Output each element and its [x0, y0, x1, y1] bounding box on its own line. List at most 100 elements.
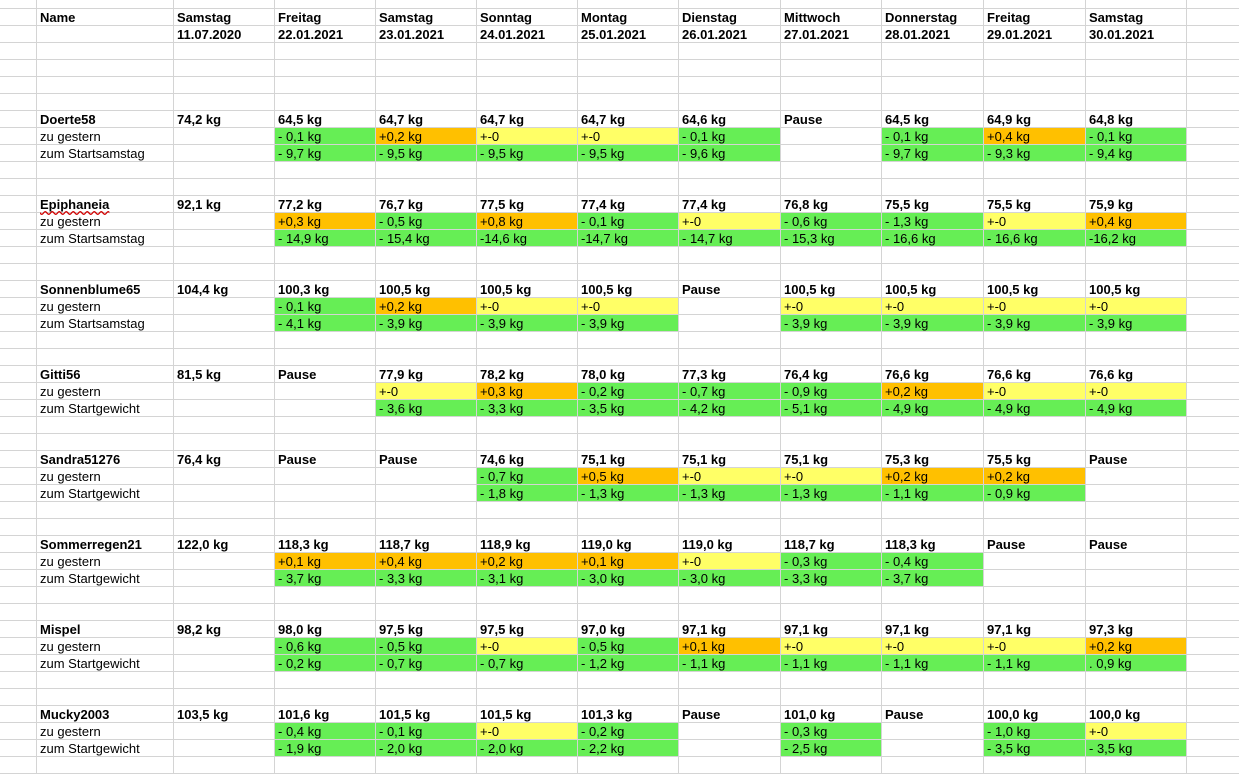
- weight-cell[interactable]: Pause: [987, 537, 1026, 552]
- row-label-cell[interactable]: zum Startgewicht: [40, 741, 140, 756]
- diff-cell[interactable]: +0,3 kg: [477, 383, 577, 399]
- row-label-cell[interactable]: zum Startgewicht: [40, 571, 140, 586]
- start-diff-cell[interactable]: - 1,1 kg: [882, 655, 983, 671]
- start-diff-cell[interactable]: - 1,1 kg: [781, 655, 881, 671]
- header-date-cell[interactable]: 27.01.2021: [784, 27, 850, 42]
- weight-cell[interactable]: 75,3 kg: [885, 452, 930, 467]
- start-diff-cell[interactable]: [275, 485, 375, 501]
- weight-cell[interactable]: 74,2 kg: [177, 112, 222, 127]
- header-day-cell[interactable]: Freitag: [987, 10, 1031, 25]
- row-label-cell[interactable]: zum Startgewicht: [40, 656, 140, 671]
- diff-cell[interactable]: - 0,7 kg: [679, 383, 780, 399]
- row-label-cell[interactable]: zu gestern: [40, 554, 101, 569]
- start-diff-cell[interactable]: -16,2 kg: [1086, 230, 1186, 246]
- diff-cell[interactable]: - 0,2 kg: [578, 383, 678, 399]
- diff-cell[interactable]: [174, 553, 274, 569]
- diff-cell[interactable]: [275, 468, 375, 484]
- start-diff-cell[interactable]: - 1,1 kg: [984, 655, 1085, 671]
- weight-cell[interactable]: 119,0 kg: [581, 537, 632, 552]
- start-diff-cell[interactable]: - 3,9 kg: [376, 315, 476, 331]
- weight-cell[interactable]: 118,3 kg: [278, 537, 329, 552]
- diff-cell[interactable]: +-0: [882, 638, 983, 654]
- weight-cell[interactable]: 75,1 kg: [581, 452, 626, 467]
- diff-cell[interactable]: - 0,3 kg: [781, 553, 881, 569]
- diff-cell[interactable]: [174, 383, 274, 399]
- weight-cell[interactable]: 97,1 kg: [784, 622, 829, 637]
- weight-cell[interactable]: 101,5 kg: [379, 707, 431, 722]
- diff-cell[interactable]: +0,2 kg: [882, 468, 983, 484]
- header-day-cell[interactable]: Samstag: [379, 10, 434, 25]
- weight-cell[interactable]: 78,2 kg: [480, 367, 525, 382]
- weight-cell[interactable]: 97,1 kg: [987, 622, 1032, 637]
- header-day-cell[interactable]: Samstag: [1089, 10, 1144, 25]
- diff-cell[interactable]: - 0,5 kg: [578, 638, 678, 654]
- diff-cell[interactable]: [1086, 553, 1186, 569]
- start-diff-cell[interactable]: . 0,9 kg: [1086, 655, 1186, 671]
- weight-cell[interactable]: 122,0 kg: [177, 537, 229, 552]
- weight-cell[interactable]: Pause: [1089, 537, 1128, 552]
- weight-cell[interactable]: 97,3 kg: [1089, 622, 1134, 637]
- weight-cell[interactable]: 64,9 kg: [987, 112, 1032, 127]
- start-diff-cell[interactable]: - 2,0 kg: [477, 740, 577, 756]
- start-diff-cell[interactable]: - 4,1 kg: [275, 315, 375, 331]
- weight-cell[interactable]: 64,7 kg: [581, 112, 626, 127]
- start-diff-cell[interactable]: - 3,3 kg: [477, 400, 577, 416]
- start-diff-cell[interactable]: - 9,4 kg: [1086, 145, 1186, 161]
- weight-cell[interactable]: 76,6 kg: [885, 367, 930, 382]
- weight-cell[interactable]: 103,5 kg: [177, 707, 229, 722]
- start-diff-cell[interactable]: [275, 400, 375, 416]
- header-date-cell[interactable]: 11.07.2020: [177, 27, 242, 42]
- diff-cell[interactable]: [174, 723, 274, 739]
- person-name-cell[interactable]: Sommerregen21: [40, 537, 142, 552]
- weight-cell[interactable]: 97,1 kg: [885, 622, 930, 637]
- start-diff-cell[interactable]: [679, 315, 780, 331]
- row-label-cell[interactable]: zu gestern: [40, 724, 101, 739]
- weight-cell[interactable]: 64,7 kg: [480, 112, 525, 127]
- weight-cell[interactable]: 100,5 kg: [987, 282, 1039, 297]
- diff-cell[interactable]: - 0,4 kg: [882, 553, 983, 569]
- diff-cell[interactable]: +0,2 kg: [882, 383, 983, 399]
- header-day-cell[interactable]: Sonntag: [480, 10, 532, 25]
- person-name-cell[interactable]: Sonnenblume65: [40, 282, 141, 297]
- diff-cell[interactable]: - 0,7 kg: [477, 468, 577, 484]
- diff-cell[interactable]: - 0,1 kg: [578, 213, 678, 229]
- weight-cell[interactable]: Pause: [278, 367, 317, 382]
- start-diff-cell[interactable]: - 9,5 kg: [477, 145, 577, 161]
- person-name-cell[interactable]: Epiphaneia: [37, 196, 173, 212]
- weight-cell[interactable]: 64,5 kg: [885, 112, 930, 127]
- diff-cell[interactable]: +0,2 kg: [1086, 638, 1186, 654]
- start-diff-cell[interactable]: - 1,2 kg: [578, 655, 678, 671]
- weight-cell[interactable]: 75,9 kg: [1089, 197, 1134, 212]
- header-date-cell[interactable]: 24.01.2021: [480, 27, 546, 42]
- diff-cell[interactable]: +0,1 kg: [679, 638, 780, 654]
- diff-cell[interactable]: - 0,1 kg: [882, 128, 983, 144]
- diff-cell[interactable]: +-0: [1086, 298, 1186, 314]
- start-diff-cell[interactable]: - 3,1 kg: [477, 570, 577, 586]
- diff-cell[interactable]: +-0: [679, 468, 780, 484]
- start-diff-cell[interactable]: - 15,3 kg: [781, 230, 881, 246]
- diff-cell[interactable]: +-0: [1086, 723, 1186, 739]
- row-label-cell[interactable]: zu gestern: [40, 639, 101, 654]
- diff-cell[interactable]: +-0: [781, 298, 881, 314]
- diff-cell[interactable]: +-0: [882, 298, 983, 314]
- start-diff-cell[interactable]: [174, 400, 274, 416]
- start-diff-cell[interactable]: - 4,9 kg: [882, 400, 983, 416]
- start-diff-cell[interactable]: - 0,9 kg: [984, 485, 1085, 501]
- start-diff-cell[interactable]: - 3,9 kg: [984, 315, 1085, 331]
- diff-cell[interactable]: [174, 468, 274, 484]
- header-date-cell[interactable]: 23.01.2021: [379, 27, 445, 42]
- start-diff-cell[interactable]: - 3,0 kg: [679, 570, 780, 586]
- start-diff-cell[interactable]: - 2,5 kg: [781, 740, 881, 756]
- header-day-cell[interactable]: Montag: [581, 10, 628, 25]
- start-diff-cell[interactable]: - 16,6 kg: [882, 230, 983, 246]
- header-name-cell[interactable]: Name: [40, 10, 76, 25]
- start-diff-cell[interactable]: - 16,6 kg: [984, 230, 1085, 246]
- person-name-cell[interactable]: Gitti56: [40, 367, 81, 382]
- weight-cell[interactable]: 76,4 kg: [177, 452, 222, 467]
- start-diff-cell[interactable]: [174, 315, 274, 331]
- diff-cell[interactable]: +-0: [781, 638, 881, 654]
- diff-cell[interactable]: - 0,4 kg: [275, 723, 375, 739]
- weight-cell[interactable]: 76,6 kg: [1089, 367, 1134, 382]
- start-diff-cell[interactable]: [174, 740, 274, 756]
- start-diff-cell[interactable]: [781, 145, 881, 161]
